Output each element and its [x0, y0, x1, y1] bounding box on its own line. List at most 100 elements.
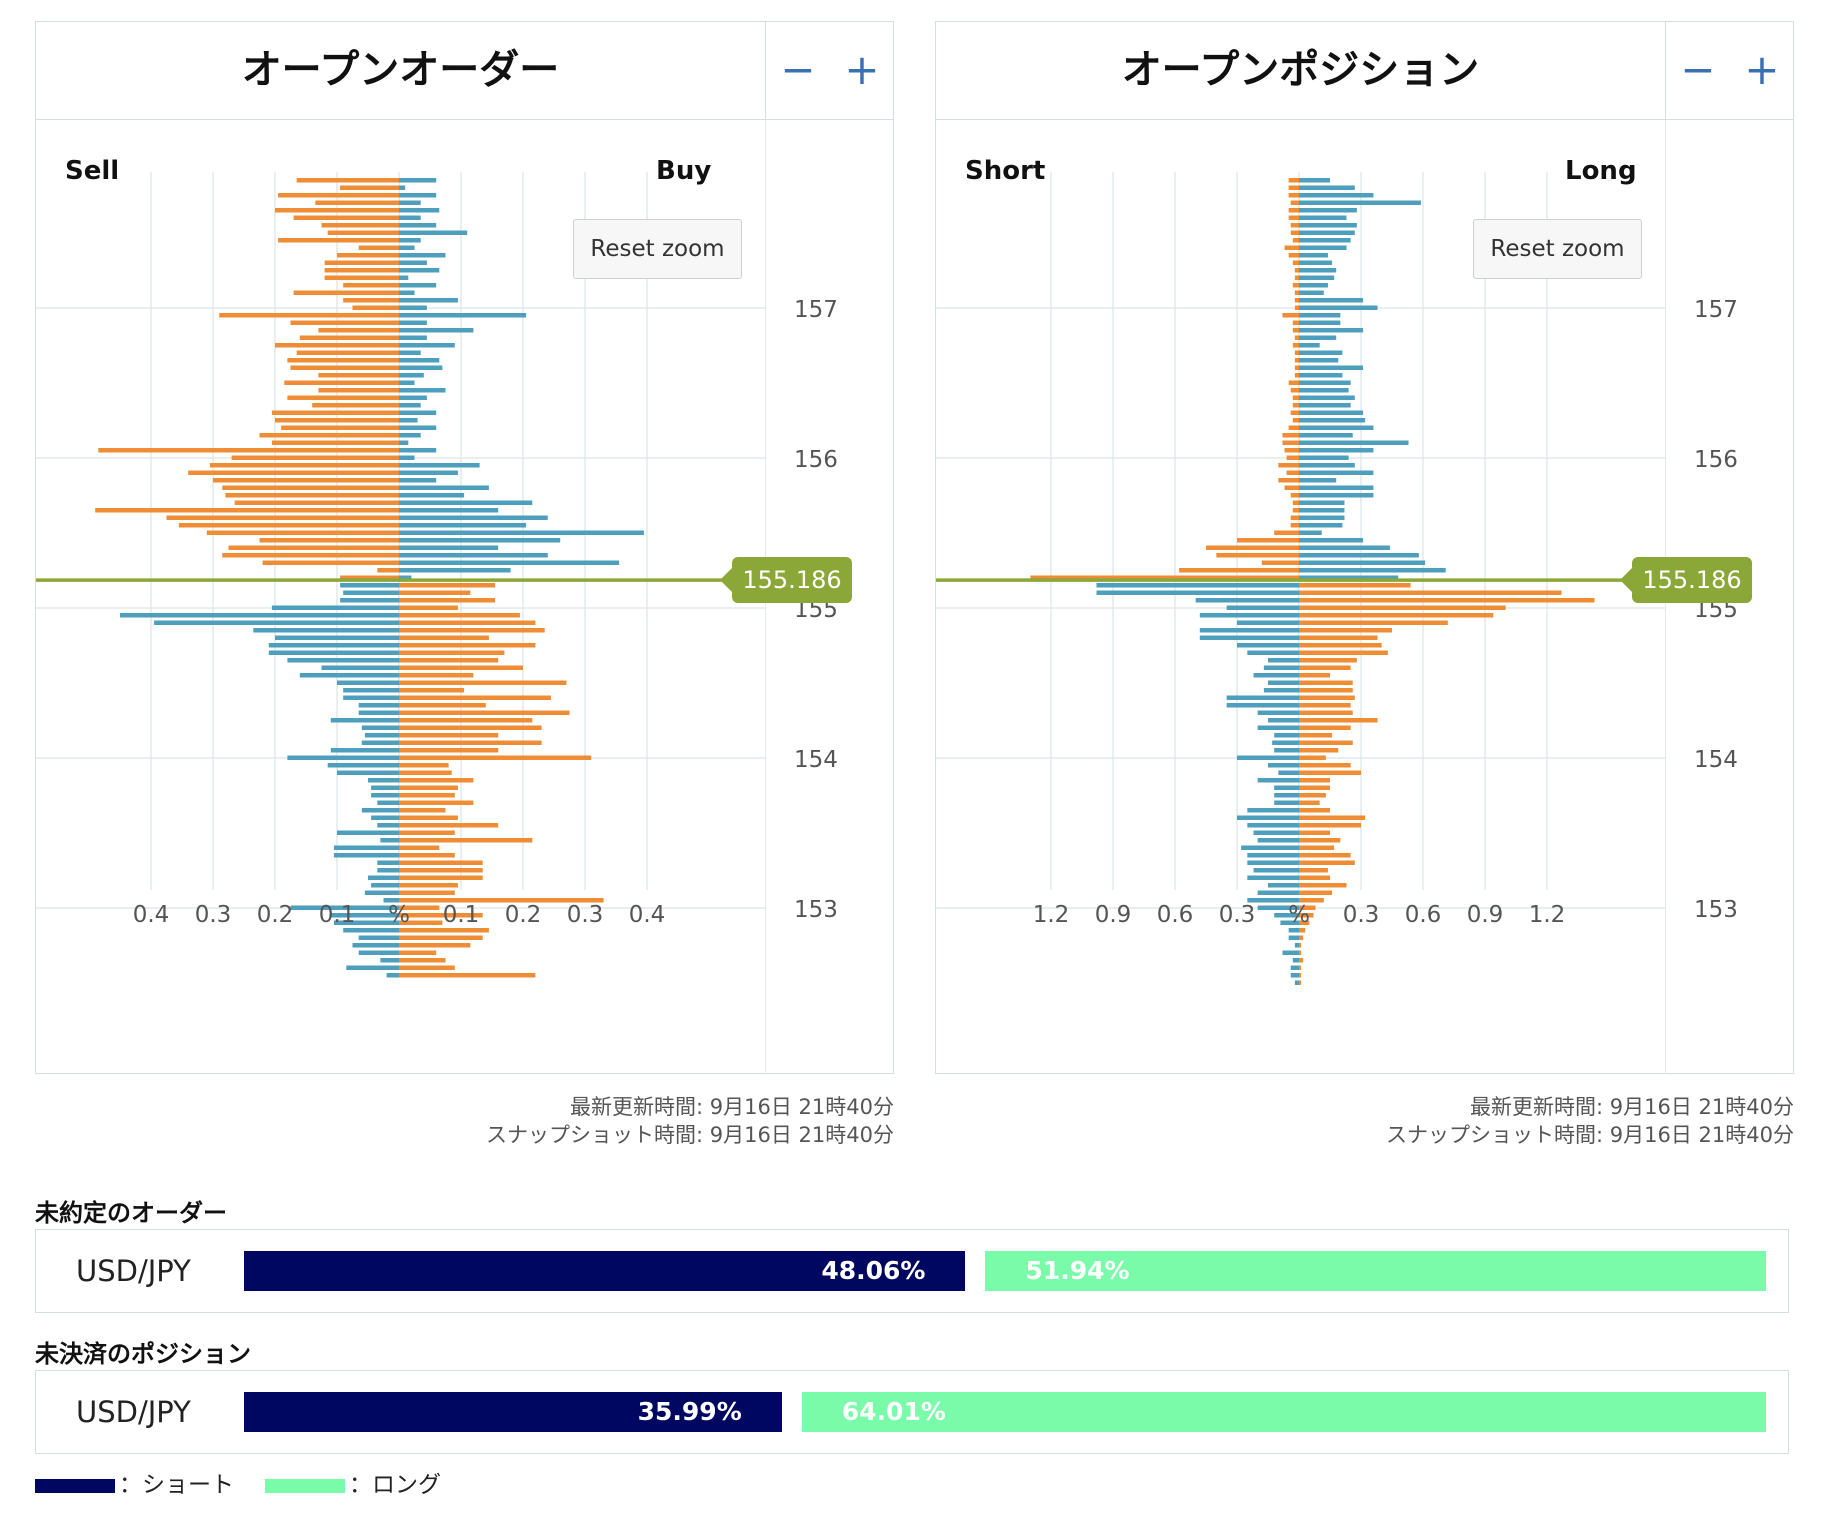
short-ratio-bar: 35.99% [244, 1392, 782, 1432]
right-bar [399, 875, 483, 880]
right-bar [399, 320, 427, 325]
left-bar [1237, 620, 1299, 625]
right-bar [399, 230, 468, 235]
left-bar [1290, 965, 1299, 970]
left-bar [1226, 703, 1299, 708]
reset-zoom-button[interactable]: Reset zoom [1473, 219, 1642, 279]
zoom-in-button[interactable]: + [1744, 45, 1780, 94]
left-bar [178, 523, 399, 528]
left-bar [299, 335, 399, 340]
legend-short-swatch [35, 1478, 115, 1493]
left-bar [1282, 950, 1299, 955]
left-bar [253, 628, 399, 633]
left-bar [343, 688, 399, 693]
left-bar [95, 508, 399, 513]
left-bar [333, 920, 399, 925]
left-bar [1216, 553, 1299, 558]
left-bar [1292, 238, 1299, 243]
left-bar [1280, 920, 1299, 925]
left-bar [337, 680, 399, 685]
left-bar [234, 500, 399, 505]
left-bar [1247, 860, 1299, 865]
left-bar [1290, 388, 1299, 393]
right-bar [1299, 748, 1339, 753]
right-bar [399, 950, 437, 955]
right-bar [1299, 890, 1333, 895]
right-bar [399, 740, 542, 745]
left-bar [377, 868, 399, 873]
left-bar [1292, 395, 1299, 400]
left-bar [1294, 275, 1299, 280]
right-bar [1299, 178, 1330, 183]
left-bar [1195, 598, 1299, 603]
left-bar [1292, 403, 1299, 408]
left-bar [1247, 853, 1299, 858]
left-bar [1294, 305, 1299, 310]
left-bar [343, 590, 399, 595]
left-bar [1253, 673, 1299, 678]
left-bar [1292, 343, 1299, 348]
left-bar [209, 463, 399, 468]
last-updated-time: 最新更新時間: 9月16日 21時40分 [570, 1095, 894, 1119]
left-bar [1290, 410, 1299, 415]
right-bar [399, 478, 437, 483]
right-bar [1299, 643, 1382, 648]
left-bar [1292, 260, 1299, 265]
left-bar [1294, 350, 1299, 355]
left-bar [290, 905, 399, 910]
right-bar [399, 395, 427, 400]
right-bar [1299, 830, 1330, 835]
y-tick-label: 157 [794, 297, 838, 323]
right-bar [1299, 560, 1426, 565]
right-bar [399, 298, 458, 303]
right-bar [1299, 410, 1364, 415]
legend-long-swatch [265, 1478, 345, 1493]
left-bar [1288, 935, 1299, 940]
left-bar [371, 793, 399, 798]
left-bar [1294, 268, 1299, 273]
right-bar [399, 185, 406, 190]
right-bar [1299, 313, 1341, 318]
zoom-out-button[interactable]: − [1680, 45, 1716, 94]
left-bar [1288, 380, 1299, 385]
right-bar [1299, 583, 1411, 588]
open-positions-panel: オープンポジション − + 157 156 155 154 153 1.2 0.9 0.6 0.… [935, 21, 1794, 1074]
zoom-in-button[interactable]: + [844, 45, 880, 94]
current-price-tag: 155.186 [1620, 557, 1752, 604]
right-bar [1299, 245, 1347, 250]
left-bar [1292, 320, 1299, 325]
left-bar [1290, 973, 1299, 978]
left-bar [1282, 440, 1299, 445]
left-bar [343, 928, 399, 933]
left-bar [120, 613, 399, 618]
reset-zoom-button[interactable]: Reset zoom [573, 219, 742, 279]
right-bar [1299, 958, 1304, 963]
open-orders-panel: オープンオーダー − + 157 156 155 154 153 0.4 0.3 0.2 0.1… [35, 21, 894, 1074]
left-bar [296, 350, 399, 355]
left-bar [346, 965, 399, 970]
right-bar [1299, 598, 1595, 603]
left-bar [1294, 980, 1299, 985]
right-bar [1299, 508, 1345, 513]
right-bar [399, 275, 409, 280]
left-bar [330, 718, 399, 723]
left-bar [358, 950, 399, 955]
left-bar [1206, 545, 1299, 550]
right-bar [399, 853, 455, 858]
x-tick-label: 0.4 [133, 902, 170, 928]
long-ratio-bar: 51.94% [985, 1251, 1766, 1291]
right-bar [399, 448, 437, 453]
left-bar [368, 778, 399, 783]
left-bar [1292, 500, 1299, 505]
left-bar [1268, 763, 1299, 768]
left-bar [327, 230, 399, 235]
right-bar [1299, 695, 1355, 700]
zoom-out-button[interactable]: − [780, 45, 816, 94]
left-bar [364, 890, 399, 895]
right-bar [1299, 808, 1330, 813]
right-bar [399, 605, 458, 610]
right-bar [1299, 268, 1337, 273]
left-bar [293, 215, 399, 220]
